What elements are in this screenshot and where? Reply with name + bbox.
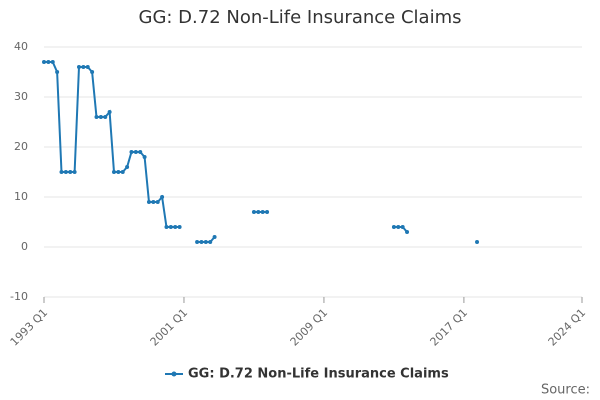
point <box>55 70 60 74</box>
point <box>116 170 121 174</box>
x-tick-label: 2017 Q1 <box>428 306 471 349</box>
point <box>164 225 169 229</box>
point <box>151 200 156 204</box>
point <box>142 155 147 159</box>
point <box>256 210 261 214</box>
point <box>111 170 116 174</box>
y-tick-label: 20 <box>14 140 28 153</box>
point <box>42 60 46 64</box>
point <box>50 60 55 64</box>
point <box>46 60 51 64</box>
point <box>208 240 213 244</box>
y-tick-label: 10 <box>14 190 28 203</box>
legend-label: GG: D.72 Non-Life Insurance Claims <box>188 367 449 382</box>
x-tick-label: 1993 Q1 <box>8 306 51 349</box>
x-tick-label: 2009 Q1 <box>288 306 331 349</box>
point <box>81 65 86 69</box>
point <box>59 170 64 174</box>
x-tick-label: 2001 Q1 <box>148 306 191 349</box>
y-tick-label: 30 <box>14 90 28 103</box>
source: Source: <box>541 383 590 398</box>
point <box>98 115 103 119</box>
line <box>44 62 477 242</box>
point <box>68 170 73 174</box>
point <box>155 200 160 204</box>
point <box>72 170 77 174</box>
point <box>199 240 204 244</box>
point <box>396 225 401 229</box>
point <box>260 210 265 214</box>
point <box>168 225 173 229</box>
point <box>90 70 95 74</box>
point <box>195 240 200 244</box>
y-tick-label: 40 <box>14 40 28 53</box>
point <box>160 195 165 199</box>
point <box>138 150 143 154</box>
legend-marker <box>171 371 177 377</box>
point <box>107 110 112 114</box>
point <box>133 150 138 154</box>
point <box>251 210 256 214</box>
point <box>475 240 480 244</box>
point <box>120 170 125 174</box>
point <box>203 240 208 244</box>
point <box>212 235 217 239</box>
point <box>405 230 410 234</box>
point <box>265 210 270 214</box>
point <box>63 170 68 174</box>
point <box>85 65 90 69</box>
point <box>173 225 178 229</box>
point <box>103 115 108 119</box>
point <box>125 165 130 169</box>
point <box>94 115 99 119</box>
point <box>146 200 151 204</box>
point <box>76 65 81 69</box>
x-tick-label: 2024 Q1 <box>546 306 589 349</box>
y-tick-label: -10 <box>10 290 28 303</box>
chart-title: GG: D.72 Non-Life Insurance Claims <box>139 7 462 28</box>
point <box>177 225 182 229</box>
point <box>129 150 134 154</box>
y-tick-label: 0 <box>21 240 28 253</box>
point <box>391 225 396 229</box>
point <box>400 225 405 229</box>
